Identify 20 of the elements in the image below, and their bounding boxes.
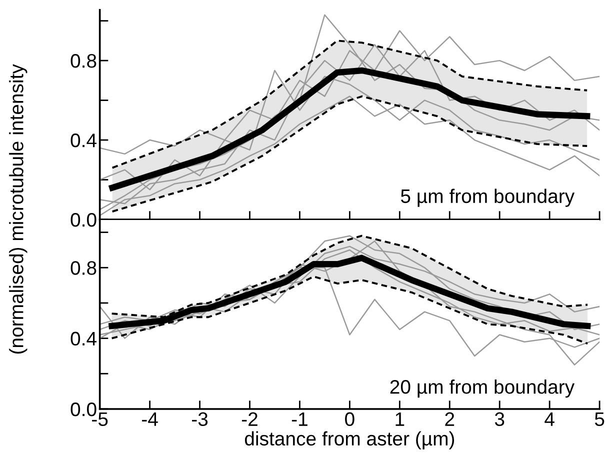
y-tick-label: 0.4 (70, 133, 96, 148)
x-axis-title: distance from aster (µm) (244, 431, 454, 450)
y-tick-label: 0.8 (70, 261, 96, 275)
x-tick-label: 3 (494, 412, 504, 426)
x-tick-label: -2 (242, 412, 258, 426)
y-tick-label: 0.8 (70, 54, 96, 68)
x-tick-label: -4 (142, 412, 158, 426)
y-tick-label: 0.4 (70, 332, 96, 346)
x-tick-label: 0 (345, 412, 354, 426)
x-tick-label: 4 (544, 412, 554, 426)
y-tick-label: 0.0 (70, 212, 96, 227)
y-axis-title: (normalised) microtubule intensity (9, 64, 28, 354)
annotation: 5 µm from boundary (400, 188, 575, 207)
x-tick-label: -1 (292, 412, 308, 426)
x-tick-label: 5 (594, 412, 604, 426)
x-tick-label: 2 (445, 412, 454, 426)
line-series (111, 40, 588, 169)
x-tick-label: 1 (396, 412, 404, 426)
annotation: 20 µm from boundary (390, 380, 575, 398)
x-tick-label: -3 (192, 412, 208, 426)
